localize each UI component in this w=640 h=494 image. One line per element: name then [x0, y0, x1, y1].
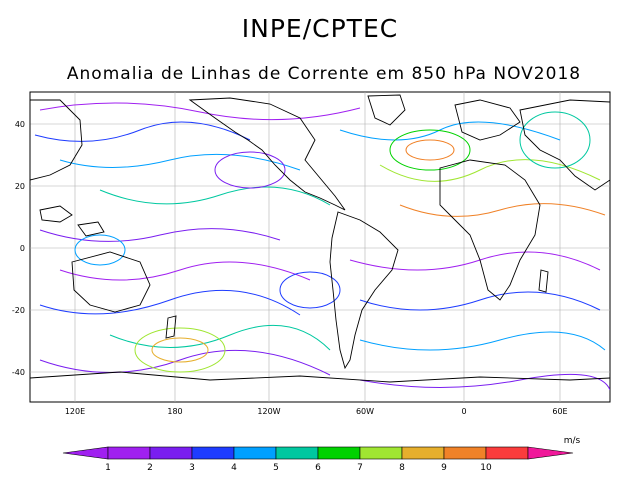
colorbar-segment — [401, 446, 445, 460]
colorbar-segment — [485, 446, 529, 460]
colorbar-label: 10 — [480, 463, 492, 473]
coastlines — [30, 94, 610, 383]
lat-tick: -20 — [12, 306, 25, 315]
map-subtitle: Anomalia de Linhas de Corrente em 850 hP… — [66, 64, 582, 84]
lat-tick: -40 — [12, 368, 25, 377]
colorbar-segment — [191, 446, 235, 460]
colorbar-segment — [359, 446, 403, 460]
colorbar-segment — [317, 446, 361, 460]
colorbar-segment — [107, 446, 151, 460]
lat-tick-labels: 40 20 0 -20 -40 — [12, 120, 25, 377]
colorbar-label: 8 — [399, 463, 405, 473]
colorbar-segment — [233, 446, 277, 460]
lon-tick: 180 — [167, 407, 182, 416]
colorbar-unit: m/s — [564, 436, 581, 446]
lon-tick-labels: 120E 180 120W 60W 0 60E — [65, 407, 568, 416]
colorbar-label: 7 — [357, 463, 363, 473]
lat-tick: 0 — [20, 244, 25, 253]
lon-tick: 60E — [552, 407, 567, 416]
colorbar-label: 6 — [315, 463, 321, 473]
colorbar-segment — [149, 446, 193, 460]
lon-tick: 60W — [356, 407, 374, 416]
colorbar: 1 2 3 4 5 6 7 8 9 10 — [62, 446, 574, 473]
colorbar-label: 5 — [273, 463, 279, 473]
colorbar-min-arrow — [62, 446, 109, 460]
streamlines — [34, 102, 610, 391]
colorbar-max-arrow — [527, 446, 574, 460]
page-title: INPE/CPTEC — [241, 14, 399, 43]
colorbar-label: 2 — [147, 463, 153, 473]
lon-tick: 120E — [65, 407, 85, 416]
colorbar-label: 1 — [105, 463, 111, 473]
colorbar-label: 3 — [189, 463, 195, 473]
colorbar-segment — [275, 446, 319, 460]
lon-tick: 0 — [461, 407, 466, 416]
colorbar-segment — [443, 446, 487, 460]
lat-tick: 20 — [15, 182, 25, 191]
colorbar-label: 9 — [441, 463, 447, 473]
map-frame — [29, 91, 611, 403]
lat-tick: 40 — [15, 120, 25, 129]
colorbar-label: 4 — [231, 463, 237, 473]
lon-tick: 120W — [257, 407, 280, 416]
